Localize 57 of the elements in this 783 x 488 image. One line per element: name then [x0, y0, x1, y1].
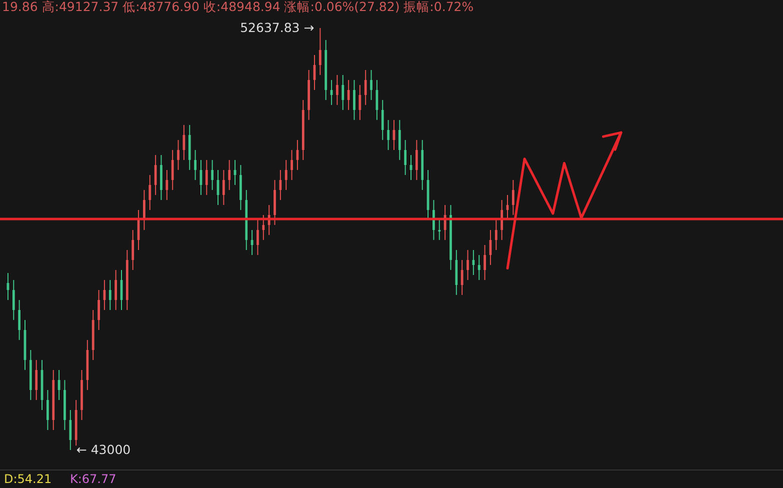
candlestick [353, 80, 356, 120]
candlestick [182, 124, 186, 160]
annotation: ← 43000 [76, 442, 131, 457]
candlestick [336, 74, 338, 106]
candlestick [370, 69, 372, 100]
candlestick [358, 84, 362, 120]
candlestick [228, 160, 231, 190]
candlestick [512, 180, 514, 216]
candlestick [35, 360, 38, 400]
candlestick [460, 260, 464, 296]
candlestick [466, 249, 469, 280]
candlestick [364, 69, 367, 106]
candlestick [154, 154, 157, 196]
candlestick [114, 269, 118, 310]
annotation: 52637.83 → [240, 20, 314, 35]
text: 19.86 高:49127.37 低:48776.90 收:48948.94 涨幅:0.06%(27.82) 振幅:0.72% [2, 0, 474, 14]
candlestick [46, 390, 49, 430]
candlestick [132, 230, 134, 270]
candlestick [279, 169, 282, 200]
candlestick [262, 214, 265, 240]
candlestick [500, 199, 504, 240]
candlestick [69, 410, 72, 450]
candlestick [194, 149, 196, 180]
candlestick [143, 190, 146, 230]
candlestick [415, 139, 418, 180]
candlestick [347, 80, 350, 110]
candlestick [387, 119, 390, 150]
candlestick [494, 219, 498, 250]
candlestick [177, 139, 180, 170]
candlestick [222, 169, 225, 206]
candlestick [171, 149, 174, 190]
candlestick [318, 28, 322, 76]
candlestick [284, 160, 288, 190]
candlestick [342, 74, 344, 110]
candlestick [58, 370, 60, 400]
candlestick [256, 219, 259, 256]
candlestick [432, 199, 435, 240]
candlestick [398, 119, 401, 160]
candlestick [484, 244, 486, 280]
candlestick [290, 149, 293, 180]
text: K:67.77 [70, 472, 116, 486]
candlestick [98, 290, 100, 330]
candlestick [211, 160, 214, 190]
candlestick [472, 249, 475, 276]
candlestick [148, 174, 152, 210]
candlestick [438, 219, 441, 240]
candlestick [478, 254, 480, 280]
candlestick [205, 160, 208, 196]
candlestick [166, 169, 168, 200]
candlestick [12, 280, 15, 320]
candlestick [18, 299, 21, 340]
candlestick [108, 280, 112, 310]
candlestick [404, 139, 407, 176]
text: D:54.21 [4, 472, 52, 486]
candlestick [376, 80, 378, 120]
candlestick [250, 230, 254, 256]
candlestick [381, 99, 384, 140]
